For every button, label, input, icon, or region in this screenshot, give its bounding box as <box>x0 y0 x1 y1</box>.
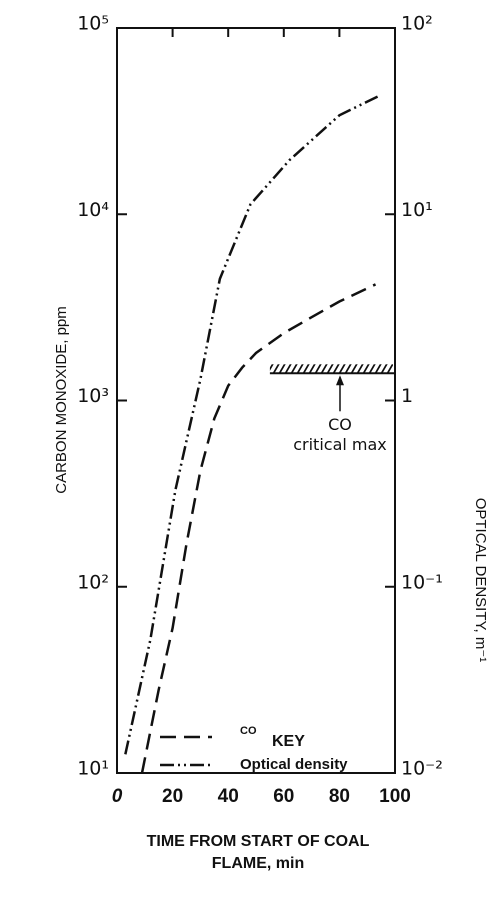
x-axis-label: TIME FROM START OF COAL <box>147 833 370 850</box>
y2-tick-label: 1 <box>401 385 413 407</box>
legend-label: CO <box>240 725 257 737</box>
x-tick-label: 20 <box>162 786 183 807</box>
x-tick-label: 100 <box>379 786 411 807</box>
y-tick-label: 10⁴ <box>77 199 109 221</box>
legend-label: Optical density <box>240 756 348 773</box>
critical-max-band <box>269 364 393 374</box>
x-tick-label: 80 <box>329 786 350 807</box>
legend-title: KEY <box>272 733 305 750</box>
data-line <box>124 95 379 755</box>
y2-tick-label: 10⁻¹ <box>401 571 443 593</box>
y2-axis-label: OPTICAL DENSITY, m⁻¹ <box>472 498 489 663</box>
y-tick-label: 10⁵ <box>77 13 109 35</box>
y-tick-label: 10³ <box>77 385 109 407</box>
annotation: CO <box>328 415 352 434</box>
x-axis-label: FLAME, min <box>212 855 304 872</box>
y-tick-label: 10¹ <box>77 758 109 780</box>
plot-frame <box>116 27 396 774</box>
x-tick-label: 40 <box>218 786 239 807</box>
annotation: critical max <box>293 435 387 454</box>
y-tick-label: 10² <box>77 571 109 593</box>
y-axis-label: CARBON MONOXIDE, ppm <box>53 306 70 494</box>
y2-tick-label: 10⁻² <box>401 758 443 780</box>
plot-lines <box>124 95 379 773</box>
data-line <box>140 283 377 773</box>
x-tick-label: 60 <box>273 786 294 807</box>
y2-tick-label: 10² <box>401 13 433 35</box>
y2-tick-label: 10¹ <box>401 199 433 221</box>
arrow-head <box>336 375 344 386</box>
x-tick-label: 0 <box>112 786 123 807</box>
